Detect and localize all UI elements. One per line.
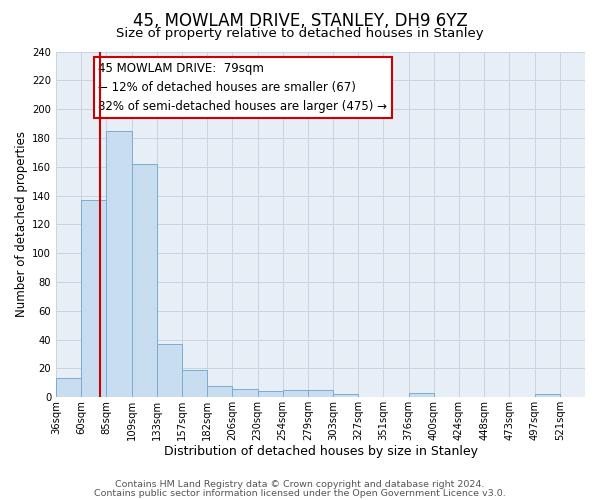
Bar [409,393,434,397]
Text: Contains HM Land Registry data © Crown copyright and database right 2024.: Contains HM Land Registry data © Crown c… [115,480,485,489]
Bar [333,394,358,397]
Bar [207,386,232,397]
Bar [283,390,308,397]
Bar [81,200,106,397]
Text: Contains public sector information licensed under the Open Government Licence v3: Contains public sector information licen… [94,489,506,498]
Bar [131,164,157,397]
X-axis label: Distribution of detached houses by size in Stanley: Distribution of detached houses by size … [164,444,478,458]
Bar [182,370,207,397]
Bar [308,390,333,397]
Bar [56,378,81,397]
Text: 45 MOWLAM DRIVE:  79sqm
← 12% of detached houses are smaller (67)
82% of semi-de: 45 MOWLAM DRIVE: 79sqm ← 12% of detached… [98,62,388,113]
Text: Size of property relative to detached houses in Stanley: Size of property relative to detached ho… [116,28,484,40]
Y-axis label: Number of detached properties: Number of detached properties [15,132,28,318]
Bar [157,344,182,397]
Bar [232,388,257,397]
Text: 45, MOWLAM DRIVE, STANLEY, DH9 6YZ: 45, MOWLAM DRIVE, STANLEY, DH9 6YZ [133,12,467,30]
Bar [257,392,283,397]
Bar [535,394,560,397]
Bar [106,130,131,397]
